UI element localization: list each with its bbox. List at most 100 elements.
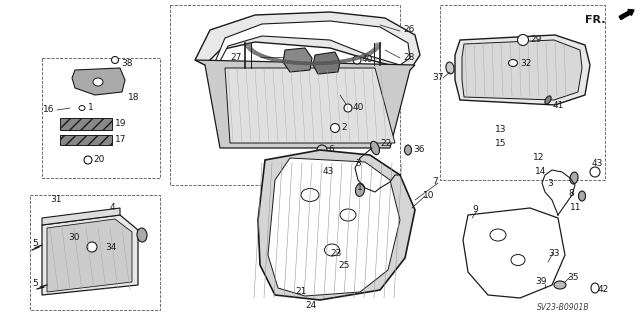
- Text: 14: 14: [535, 167, 547, 176]
- Ellipse shape: [545, 96, 551, 104]
- Polygon shape: [42, 208, 120, 225]
- Circle shape: [344, 104, 352, 112]
- Bar: [440, 5, 605, 180]
- Circle shape: [111, 56, 118, 63]
- Text: 13: 13: [495, 125, 506, 135]
- Text: 27: 27: [230, 53, 241, 62]
- FancyArrow shape: [619, 10, 634, 19]
- Text: 3: 3: [547, 179, 553, 188]
- Text: 43: 43: [592, 159, 604, 167]
- Polygon shape: [313, 52, 340, 74]
- Ellipse shape: [79, 106, 85, 110]
- Text: 25: 25: [338, 261, 349, 270]
- Text: 4: 4: [110, 204, 116, 212]
- Text: 21: 21: [295, 287, 307, 296]
- Text: 7: 7: [432, 177, 438, 187]
- Polygon shape: [72, 68, 125, 95]
- Text: 33: 33: [548, 249, 559, 257]
- Ellipse shape: [490, 229, 506, 241]
- Ellipse shape: [355, 183, 365, 197]
- Bar: [60, 118, 112, 130]
- Text: 15: 15: [495, 138, 506, 147]
- Text: 17: 17: [115, 136, 127, 145]
- Ellipse shape: [591, 283, 599, 293]
- Text: 18: 18: [128, 93, 140, 101]
- Text: 32: 32: [520, 58, 531, 68]
- Text: 30: 30: [68, 233, 79, 241]
- Circle shape: [353, 56, 361, 64]
- Text: 2: 2: [341, 122, 347, 131]
- Text: 22: 22: [380, 138, 391, 147]
- Text: 24: 24: [305, 300, 316, 309]
- Bar: [42, 58, 160, 178]
- Text: 34: 34: [105, 243, 116, 253]
- Text: SV23-B0901B: SV23-B0901B: [537, 303, 589, 313]
- Ellipse shape: [301, 189, 319, 202]
- Circle shape: [590, 167, 600, 177]
- Ellipse shape: [137, 228, 147, 242]
- Text: 20: 20: [93, 155, 104, 165]
- Text: 38: 38: [121, 58, 132, 68]
- Text: 26: 26: [403, 26, 414, 34]
- Polygon shape: [283, 48, 312, 72]
- Text: 23: 23: [330, 249, 341, 257]
- Text: 1: 1: [88, 102, 93, 112]
- Text: 9: 9: [472, 205, 477, 214]
- Text: 35: 35: [567, 272, 579, 281]
- Circle shape: [317, 145, 327, 155]
- Text: 12: 12: [533, 153, 545, 162]
- Polygon shape: [195, 60, 415, 148]
- Text: 43: 43: [323, 167, 334, 176]
- Polygon shape: [215, 21, 410, 65]
- Ellipse shape: [324, 244, 339, 256]
- Ellipse shape: [93, 78, 103, 86]
- Text: FR.: FR.: [585, 15, 605, 25]
- Text: 6: 6: [328, 145, 333, 154]
- Text: 8: 8: [568, 189, 573, 197]
- Text: 31: 31: [50, 196, 61, 204]
- Polygon shape: [463, 208, 565, 298]
- Ellipse shape: [404, 145, 412, 155]
- Circle shape: [518, 34, 529, 46]
- Polygon shape: [47, 219, 132, 292]
- Ellipse shape: [554, 281, 566, 289]
- Polygon shape: [268, 158, 400, 296]
- Circle shape: [87, 242, 97, 252]
- Ellipse shape: [579, 191, 586, 201]
- Ellipse shape: [340, 209, 356, 221]
- Ellipse shape: [511, 255, 525, 265]
- Polygon shape: [225, 68, 395, 143]
- Text: 3: 3: [355, 159, 361, 167]
- Polygon shape: [195, 12, 420, 70]
- Circle shape: [84, 156, 92, 164]
- Text: 39: 39: [535, 278, 547, 286]
- Bar: [60, 135, 112, 145]
- Text: 36: 36: [413, 145, 424, 153]
- Polygon shape: [258, 150, 415, 300]
- Polygon shape: [455, 35, 590, 105]
- Text: 10: 10: [423, 190, 435, 199]
- Text: 19: 19: [115, 120, 127, 129]
- Text: 40: 40: [353, 103, 364, 113]
- Ellipse shape: [570, 172, 578, 184]
- Circle shape: [314, 168, 321, 175]
- Text: 1: 1: [357, 182, 363, 191]
- Text: 16: 16: [43, 106, 54, 115]
- Text: 11: 11: [570, 204, 582, 212]
- Circle shape: [330, 123, 339, 132]
- Text: 28: 28: [403, 54, 414, 63]
- Text: 40: 40: [362, 56, 373, 64]
- Ellipse shape: [446, 62, 454, 74]
- Text: 5: 5: [32, 240, 38, 249]
- Text: 42: 42: [598, 286, 609, 294]
- Bar: [30, 195, 160, 310]
- Text: 29: 29: [530, 35, 541, 44]
- Text: 5: 5: [32, 278, 38, 287]
- Ellipse shape: [371, 141, 380, 155]
- Bar: [170, 5, 400, 185]
- Polygon shape: [462, 40, 582, 100]
- Text: 37: 37: [432, 73, 444, 83]
- Polygon shape: [42, 215, 138, 295]
- Ellipse shape: [509, 60, 518, 66]
- Text: 41: 41: [553, 100, 564, 109]
